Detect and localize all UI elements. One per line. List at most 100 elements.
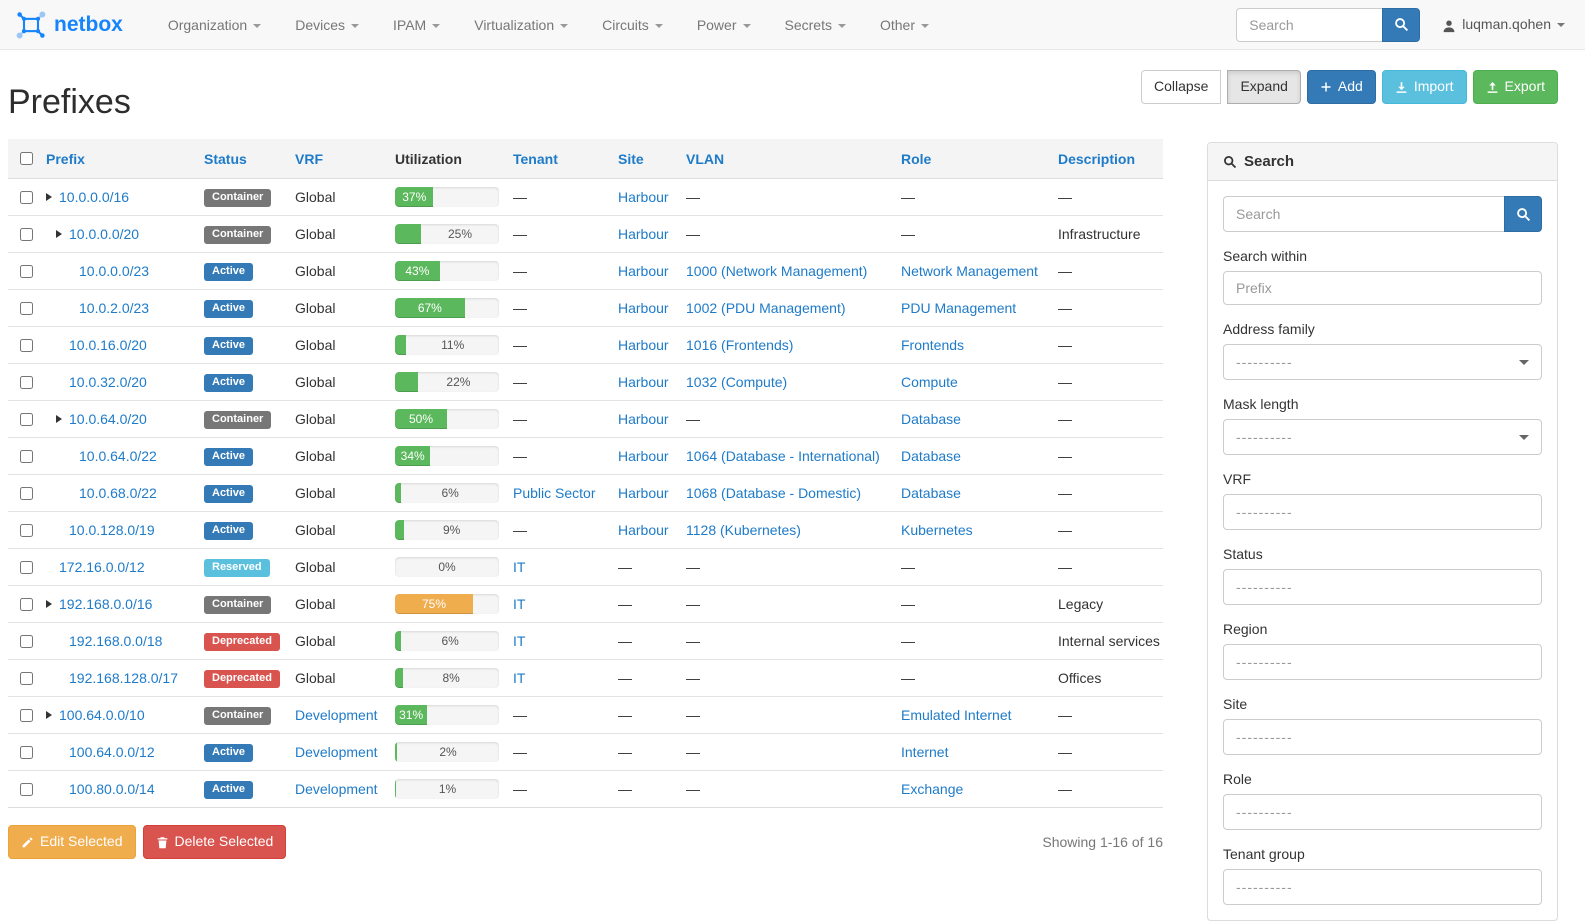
prefix-link[interactable]: 100.64.0.0/10 — [59, 707, 145, 723]
site-select[interactable]: ---------- — [1223, 719, 1542, 755]
vlan-link[interactable]: 1002 (PDU Management) — [686, 300, 846, 316]
row-checkbox[interactable] — [20, 486, 33, 500]
row-checkbox[interactable] — [20, 264, 33, 278]
prefix-link[interactable]: 10.0.0.0/23 — [79, 263, 150, 279]
sidebar-search-button[interactable] — [1504, 196, 1542, 232]
nav-devices[interactable]: Devices — [278, 0, 376, 50]
role-link[interactable]: Database — [901, 485, 961, 501]
tenant-link[interactable]: IT — [513, 596, 526, 612]
vrf-link[interactable]: Development — [295, 707, 378, 723]
collapse-button[interactable]: Collapse — [1140, 70, 1222, 104]
role-link[interactable]: Database — [901, 448, 961, 464]
select-all-checkbox[interactable] — [20, 152, 33, 165]
role-link[interactable]: Frontends — [901, 337, 965, 353]
site-link[interactable]: Harbour — [618, 263, 669, 279]
add-button[interactable]: Add — [1306, 70, 1376, 104]
site-link[interactable]: Harbour — [618, 226, 669, 242]
prefix-link[interactable]: 10.0.64.0/22 — [79, 448, 157, 464]
site-link[interactable]: Harbour — [618, 189, 669, 205]
user-menu[interactable]: luqman.qohen — [1442, 16, 1569, 32]
search-within-input[interactable] — [1223, 271, 1542, 305]
vrf-select[interactable]: ---------- — [1223, 494, 1542, 530]
nav-organization[interactable]: Organization — [151, 0, 278, 50]
delete-selected-button[interactable]: Delete Selected — [142, 825, 287, 859]
tenant-link[interactable]: IT — [513, 670, 526, 686]
vlan-link[interactable]: 1000 (Network Management) — [686, 263, 868, 279]
vlan-link[interactable]: 1016 (Frontends) — [686, 337, 794, 353]
row-checkbox[interactable] — [20, 671, 33, 685]
nav-circuits[interactable]: Circuits — [585, 0, 680, 50]
row-checkbox[interactable] — [20, 338, 33, 352]
row-checkbox[interactable] — [20, 634, 33, 648]
sidebar-search-input[interactable] — [1223, 196, 1504, 232]
status-select[interactable]: ---------- — [1223, 569, 1542, 605]
prefix-link[interactable]: 192.168.0.0/16 — [59, 596, 153, 612]
role-link[interactable]: Database — [901, 411, 961, 427]
row-checkbox[interactable] — [20, 560, 33, 574]
row-checkbox[interactable] — [20, 449, 33, 463]
vlan-link[interactable]: 1068 (Database - Domestic) — [686, 485, 862, 501]
navbar-search-input[interactable] — [1236, 7, 1383, 42]
role-link[interactable]: Emulated Internet — [901, 707, 1012, 723]
tenant-link[interactable]: Public Sector — [513, 485, 596, 501]
column-header-site[interactable]: Site — [610, 139, 678, 179]
row-checkbox[interactable] — [20, 190, 33, 204]
row-checkbox[interactable] — [20, 301, 33, 315]
site-link[interactable]: Harbour — [618, 337, 669, 353]
site-link[interactable]: Harbour — [618, 374, 669, 390]
prefix-link[interactable]: 10.0.32.0/20 — [69, 374, 147, 390]
role-select[interactable]: ---------- — [1223, 794, 1542, 830]
navbar-search-button[interactable] — [1382, 7, 1421, 42]
tenant-link[interactable]: IT — [513, 633, 526, 649]
role-link[interactable]: Internet — [901, 744, 949, 760]
vlan-link[interactable]: 1064 (Database - International) — [686, 448, 880, 464]
tenant-link[interactable]: IT — [513, 559, 526, 575]
site-link[interactable]: Harbour — [618, 485, 669, 501]
tenant-group-select[interactable]: ---------- — [1223, 869, 1542, 905]
vrf-link[interactable]: Development — [295, 744, 378, 760]
role-link[interactable]: Kubernetes — [901, 522, 973, 538]
region-select[interactable]: ---------- — [1223, 644, 1542, 680]
netbox-brand[interactable]: netbox — [16, 11, 123, 39]
prefix-link[interactable]: 172.16.0.0/12 — [59, 559, 145, 575]
edit-selected-button[interactable]: Edit Selected — [8, 825, 136, 859]
prefix-link[interactable]: 192.168.128.0/17 — [69, 670, 178, 686]
nav-power[interactable]: Power — [680, 0, 768, 50]
prefix-link[interactable]: 10.0.68.0/22 — [79, 485, 157, 501]
prefix-link[interactable]: 10.0.64.0/20 — [69, 411, 147, 427]
prefix-link[interactable]: 100.80.0.0/14 — [69, 781, 155, 797]
prefix-link[interactable]: 10.0.0.0/16 — [59, 189, 130, 205]
nav-secrets[interactable]: Secrets — [768, 0, 863, 50]
prefix-link[interactable]: 10.0.0.0/20 — [69, 226, 140, 242]
row-checkbox[interactable] — [20, 782, 33, 796]
column-header-description[interactable]: Description — [1050, 139, 1163, 179]
site-link[interactable]: Harbour — [618, 522, 669, 538]
row-checkbox[interactable] — [20, 523, 33, 537]
row-checkbox[interactable] — [20, 708, 33, 722]
site-link[interactable]: Harbour — [618, 300, 669, 316]
row-checkbox[interactable] — [20, 597, 33, 611]
vlan-link[interactable]: 1032 (Compute) — [686, 374, 788, 390]
role-link[interactable]: PDU Management — [901, 300, 1017, 316]
row-checkbox[interactable] — [20, 412, 33, 426]
prefix-link[interactable]: 100.64.0.0/12 — [69, 744, 155, 760]
row-checkbox[interactable] — [20, 375, 33, 389]
role-link[interactable]: Network Management — [901, 263, 1038, 279]
vrf-link[interactable]: Development — [295, 781, 378, 797]
site-link[interactable]: Harbour — [618, 411, 669, 427]
row-checkbox[interactable] — [20, 745, 33, 759]
nav-ipam[interactable]: IPAM — [376, 0, 457, 50]
nav-virtualization[interactable]: Virtualization — [457, 0, 585, 50]
address-family-select[interactable]: ---------- — [1223, 344, 1542, 380]
column-header-status[interactable]: Status — [196, 139, 287, 179]
column-header-vlan[interactable]: VLAN — [678, 139, 893, 179]
column-header-role[interactable]: Role — [893, 139, 1050, 179]
column-header-vrf[interactable]: VRF — [287, 139, 387, 179]
expand-button[interactable]: Expand — [1227, 70, 1301, 104]
prefix-link[interactable]: 10.0.2.0/23 — [79, 300, 150, 316]
role-link[interactable]: Exchange — [901, 781, 964, 797]
prefix-link[interactable]: 10.0.16.0/20 — [69, 337, 147, 353]
mask-length-select[interactable]: ---------- — [1223, 419, 1542, 455]
prefix-link[interactable]: 10.0.128.0/19 — [69, 522, 155, 538]
site-link[interactable]: Harbour — [618, 448, 669, 464]
